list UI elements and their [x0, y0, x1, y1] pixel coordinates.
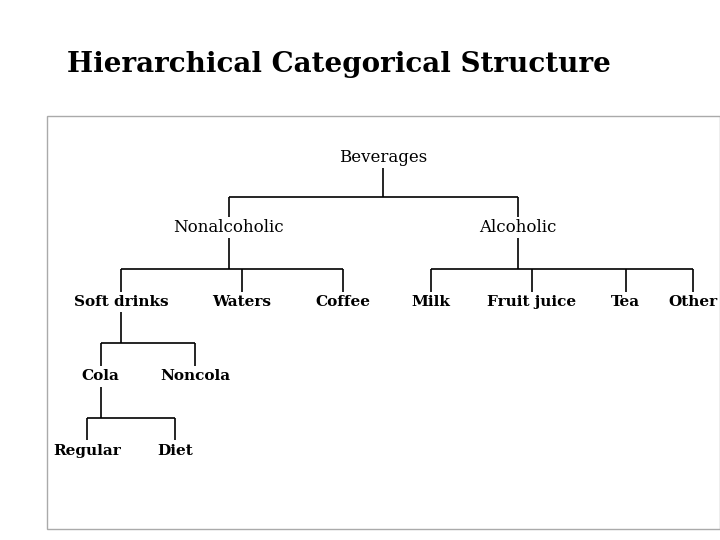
Text: Fruit juice: Fruit juice: [487, 295, 576, 309]
Text: Coffee: Coffee: [315, 295, 371, 309]
Text: Hierarchical Categorical Structure: Hierarchical Categorical Structure: [67, 51, 611, 78]
Text: Tea: Tea: [611, 295, 640, 309]
Text: Alcoholic: Alcoholic: [480, 219, 557, 236]
Text: Noncola: Noncola: [160, 369, 230, 383]
Text: Milk: Milk: [411, 295, 450, 309]
Text: Other: Other: [668, 295, 718, 309]
Text: Soft drinks: Soft drinks: [73, 295, 168, 309]
Text: Cola: Cola: [81, 369, 120, 383]
Text: Waters: Waters: [212, 295, 271, 309]
Text: Beverages: Beverages: [339, 149, 428, 166]
Text: Diet: Diet: [157, 444, 192, 458]
Text: Regular: Regular: [53, 444, 121, 458]
Text: Nonalcoholic: Nonalcoholic: [174, 219, 284, 236]
